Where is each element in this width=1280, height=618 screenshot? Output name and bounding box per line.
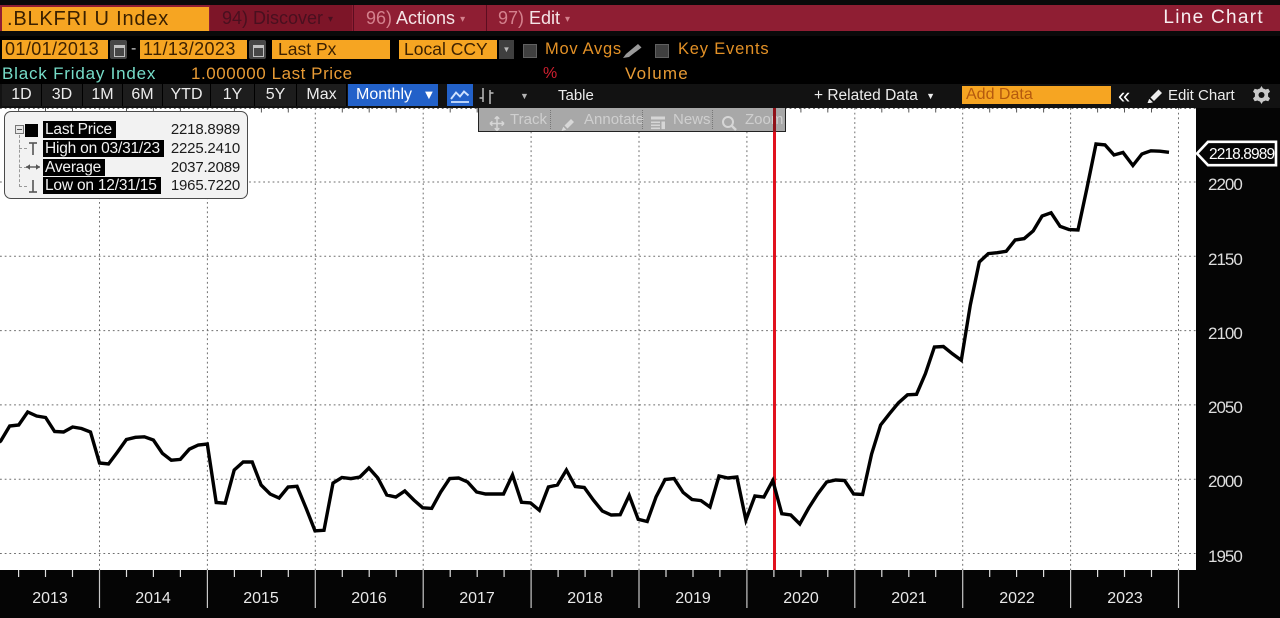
svg-text:2218.8989: 2218.8989 (1209, 146, 1274, 163)
